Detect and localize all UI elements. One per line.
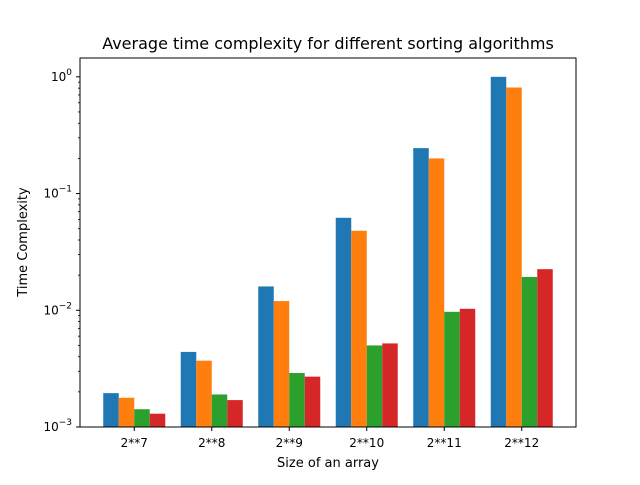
bar-series-2-2**12 [521,276,538,427]
bar-series-3-2**7 [149,413,166,427]
x-tick-label: 2**11 [427,436,462,450]
bar-series-2-2**10 [366,345,383,427]
bar-series-1-2**8 [196,360,212,427]
bar-series-1-2**10 [351,230,367,427]
bar-series-2-2**7 [134,409,150,427]
bar-series-0-2**8 [180,351,197,427]
bar-series-1-2**12 [506,87,522,428]
bar-series-1-2**7 [118,397,135,427]
bar-series-1-2**9 [273,301,290,427]
x-tick-label: 2**12 [504,436,539,450]
bar-series-2-2**11 [444,311,460,427]
bar-series-0-2**12 [490,76,507,427]
bar-series-1-2**11 [428,158,445,428]
bar-series-3-2**11 [459,308,476,427]
bars-group [103,76,553,428]
x-tick-label: 2**9 [276,436,303,450]
bar-series-0-2**10 [335,217,352,427]
bar-series-0-2**9 [258,286,274,427]
bar-series-2-2**8 [211,394,228,427]
x-axis-label: Size of an array [277,456,379,471]
y-tick-exponent: −3 [59,418,72,428]
y-tick-exponent: −2 [59,301,72,311]
bar-series-0-2**11 [413,148,429,427]
bar-series-3-2**12 [537,269,553,427]
chart-title: Average time complexity for different so… [102,34,554,53]
bar-series-0-2**7 [103,393,119,427]
bar-series-3-2**10 [382,343,398,427]
plot-frame [79,57,577,428]
bar-series-3-2**8 [227,400,243,427]
y-axis-label: Time Complexity [16,187,31,298]
x-tick-label: 2**7 [121,436,148,450]
x-tick-label: 2**8 [198,436,225,450]
x-tick-label: 2**10 [349,436,384,450]
x-ticks-group: 2**7 2**8 2**9 2**10 2**11 2**12 [121,427,539,450]
bar-series-2-2**9 [289,373,305,427]
y-tick-exponent: 0 [66,68,72,78]
bar-series-3-2**9 [304,376,321,427]
y-tick-exponent: −1 [59,185,72,195]
